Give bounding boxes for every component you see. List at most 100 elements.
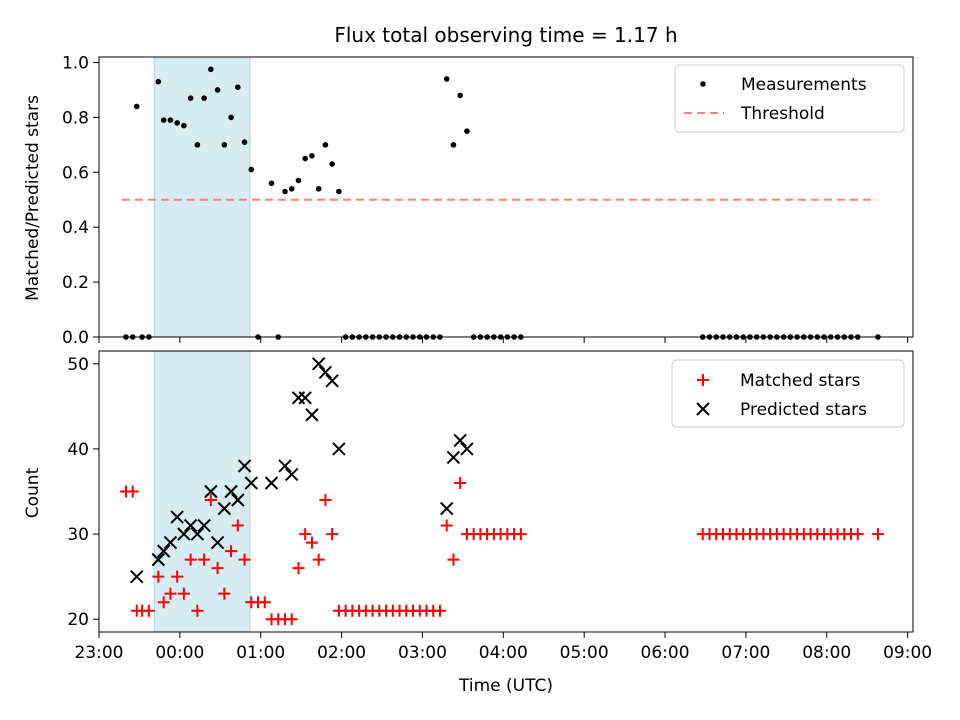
matched-star-point: [514, 528, 527, 541]
measurement-point: [336, 188, 342, 195]
matched-star-point: [305, 536, 318, 549]
measurement-point: [457, 92, 463, 99]
x-tick-label: 02:00: [317, 643, 366, 663]
predicted-star-point: [130, 569, 144, 584]
y-tick-label: 20: [67, 610, 89, 630]
predicted-star-point: [460, 442, 474, 456]
y-tick-label: 30: [67, 525, 89, 545]
legend-top-frame: [674, 64, 905, 133]
matched-star-point: [871, 528, 884, 541]
legend-bottom: Matched stars Predicted stars: [671, 359, 905, 428]
matched-star-point: [218, 587, 231, 600]
y-tick-label: 0.4: [62, 218, 89, 238]
observing-window-region: [153, 350, 251, 633]
predicted-star-point: [190, 527, 205, 541]
measurement-point: [302, 155, 308, 162]
legend-measurements-label: Measurements: [741, 75, 867, 95]
matched-star-point: [454, 476, 467, 489]
matched-star-point: [851, 528, 864, 541]
predicted-star-point: [318, 365, 333, 379]
measurement-point: [228, 114, 234, 121]
measurement-point: [208, 66, 214, 73]
matched-star-point: [433, 604, 446, 617]
matched-star-point: [126, 485, 139, 498]
legend-top: Measurements Threshold: [674, 64, 905, 133]
x-tick-label: 04:00: [479, 643, 528, 663]
measurement-point: [181, 122, 187, 129]
matched-star-point: [204, 494, 217, 507]
matched-star-point: [440, 519, 453, 532]
legend-matched-label: Matched stars: [740, 371, 860, 391]
matched-star-point: [211, 562, 224, 575]
matched-star-point: [238, 553, 251, 566]
x-axis-label: Time (UTC): [458, 676, 553, 696]
y-tick-label: 0.2: [62, 273, 89, 293]
matched-star-point: [164, 587, 177, 600]
matched-star-point: [177, 587, 190, 600]
predicted-star-point: [224, 484, 238, 499]
matched-star-point: [157, 596, 170, 609]
measurement-point: [187, 95, 194, 101]
predicted-star-point: [325, 374, 339, 388]
measurement-point: [329, 161, 335, 167]
measurement-point: [268, 180, 275, 187]
x-tick-label: 01:00: [236, 643, 285, 663]
y-tick-label: 0.6: [62, 163, 89, 183]
y-tick-label: 50: [67, 355, 89, 375]
measurement-point: [322, 142, 329, 148]
measurement-point: [464, 128, 470, 134]
matched-star-point: [319, 494, 332, 507]
predicted-star-point: [311, 357, 326, 371]
axes-frame: [98, 56, 914, 338]
measurement-point: [194, 142, 201, 148]
predicted-star-point: [244, 476, 258, 490]
legend-matched-marker: [697, 374, 709, 386]
measurement-point: [201, 95, 207, 101]
measurement-point: [155, 78, 162, 85]
predicted-star-point: [217, 501, 232, 516]
matched-star-point: [258, 596, 271, 609]
x-tick-label: 03:00: [398, 643, 447, 663]
matched-star-point: [184, 553, 197, 566]
y-tick-label: 1.0: [62, 53, 89, 73]
x-tick-label: 09:00: [883, 643, 932, 663]
measurement-point: [174, 120, 180, 126]
measurement-point: [221, 142, 228, 148]
measurement-point: [450, 142, 457, 148]
y-tick-label: 40: [67, 440, 89, 460]
measurement-point: [315, 185, 322, 192]
bottom-ylabel: Count: [23, 467, 43, 518]
predicted-star-point: [197, 518, 211, 533]
matched-star-point: [312, 553, 325, 566]
matched-star-point: [152, 570, 165, 583]
x-tick-label: 06:00: [641, 643, 690, 663]
predicted-star-point: [170, 510, 184, 524]
measurement-point: [295, 177, 302, 184]
predicted-star-point: [264, 476, 279, 490]
predicted-star-point: [446, 450, 461, 465]
legend-measurements-marker: [700, 81, 706, 87]
predicted-star-point: [285, 467, 299, 482]
predicted-star-point: [151, 552, 166, 567]
x-tick-label: 07:00: [721, 643, 770, 663]
y-tick-label: 0.8: [62, 108, 89, 128]
measurement-point: [282, 188, 288, 195]
measurement-point: [160, 117, 167, 123]
y-tick-label: 0.0: [62, 328, 89, 348]
predicted-star-point: [156, 544, 171, 558]
matched-star-point: [326, 528, 339, 541]
measurement-point: [167, 117, 174, 123]
star-count-panel: 20 30 40 50 23:00 00:00 01:00 02:00 03:00 04:00 05…: [67, 350, 932, 663]
measurement-point: [235, 84, 241, 90]
measurement-point: [288, 185, 295, 192]
predicted-star-point: [163, 535, 178, 550]
matched-star-point: [285, 613, 298, 626]
predicted-star-point: [210, 535, 225, 550]
x-tick-label: 00:00: [155, 643, 204, 663]
measurement-point: [309, 153, 315, 159]
top-ylabel: Matched/Predicted stars: [23, 95, 43, 301]
measurement-point: [133, 103, 140, 110]
x-tick-label: 23:00: [75, 643, 124, 663]
predicted-star-point: [177, 527, 191, 541]
